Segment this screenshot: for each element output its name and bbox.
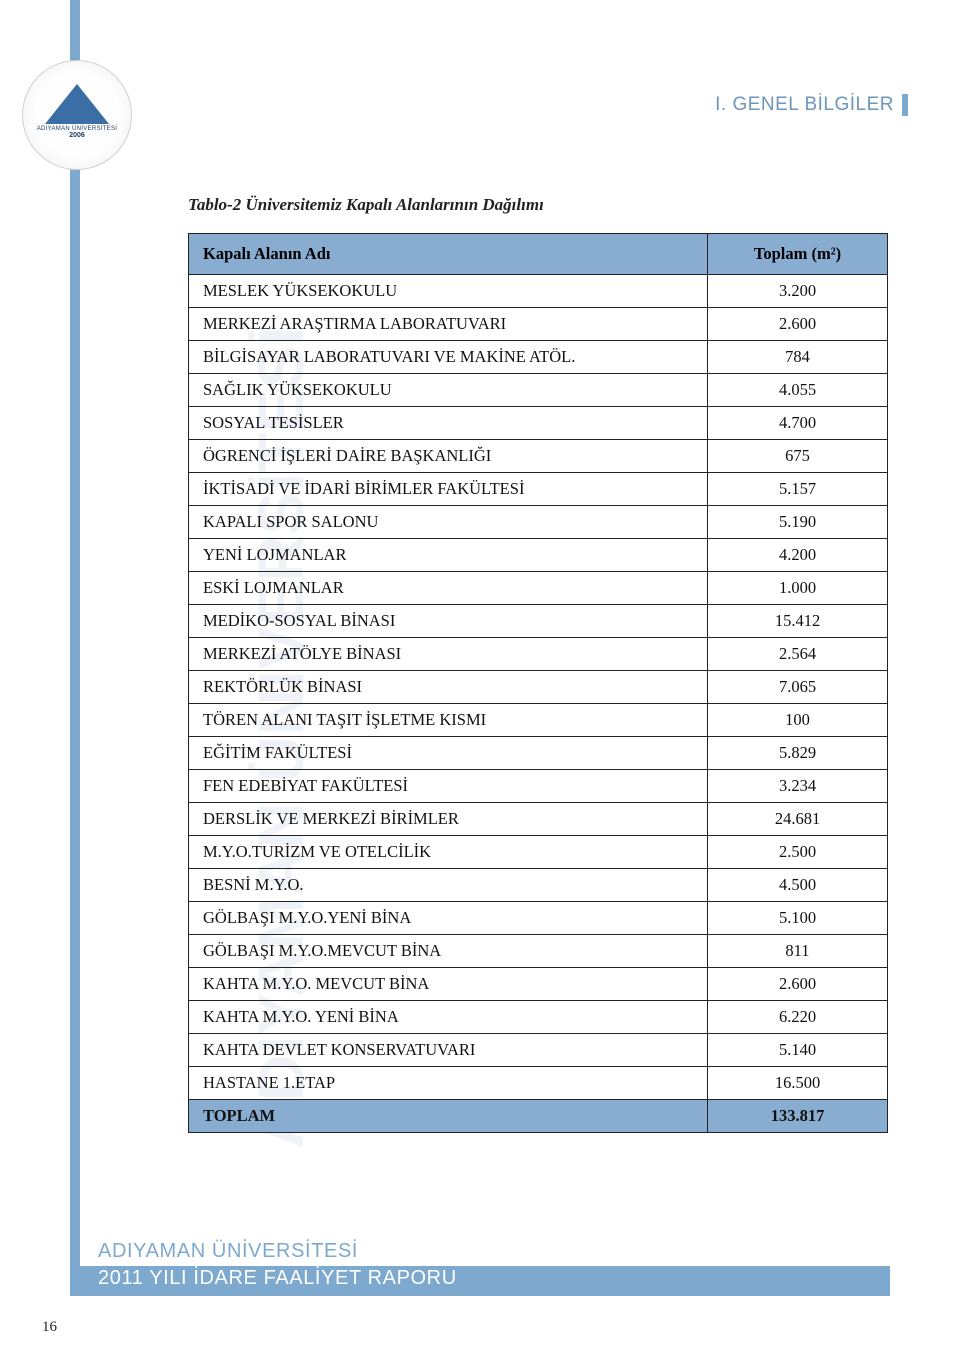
cell-name: BİLGİSAYAR LABORATUVARI VE MAKİNE ATÖL. [189,341,708,374]
cell-name: DERSLİK VE MERKEZİ BİRİMLER [189,803,708,836]
cell-name: KAHTA M.Y.O. MEVCUT BİNA [189,968,708,1001]
cell-name: FEN EDEBİYAT FAKÜLTESİ [189,770,708,803]
cell-name: TÖREN ALANI TAŞIT İŞLETME KISMI [189,704,708,737]
cell-value: 3.234 [708,770,888,803]
cell-value: 5.829 [708,737,888,770]
cell-name: M.Y.O.TURİZM VE OTELCİLİK [189,836,708,869]
cell-value: 4.200 [708,539,888,572]
cell-name: YENİ LOJMANLAR [189,539,708,572]
table-row: EĞİTİM FAKÜLTESİ5.829 [189,737,888,770]
cell-name: İKTİSADİ VE İDARİ BİRİMLER FAKÜLTESİ [189,473,708,506]
cell-value: 5.100 [708,902,888,935]
table-row: GÖLBAŞI M.Y.O.YENİ BİNA5.100 [189,902,888,935]
cell-value: 5.190 [708,506,888,539]
table-row: REKTÖRLÜK BİNASI7.065 [189,671,888,704]
cell-name: MESLEK YÜKSEKOKULU [189,275,708,308]
section-header: I. GENEL BİLGİLER [715,94,908,116]
total-value: 133.817 [708,1100,888,1133]
section-bar-icon [902,94,908,116]
cell-value: 2.600 [708,968,888,1001]
cell-name: ESKİ LOJMANLAR [189,572,708,605]
cell-value: 100 [708,704,888,737]
cell-name: SAĞLIK YÜKSEKOKULU [189,374,708,407]
cell-value: 15.412 [708,605,888,638]
area-table: Kapalı Alanın Adı Toplam (m²) MESLEK YÜK… [188,233,888,1133]
table-total-row: TOPLAM133.817 [189,1100,888,1133]
table-caption: Tablo-2 Üniversitemiz Kapalı Alanlarının… [188,195,888,215]
table-row: KAHTA DEVLET KONSERVATUVARI5.140 [189,1034,888,1067]
table-row: İKTİSADİ VE İDARİ BİRİMLER FAKÜLTESİ5.15… [189,473,888,506]
university-logo: ADIYAMAN ÜNİVERSİTESİ 2006 [22,60,132,170]
logo-year: 2006 [69,132,85,139]
cell-value: 5.157 [708,473,888,506]
cell-name: MEDİKO-SOSYAL BİNASI [189,605,708,638]
cell-name: KAHTA DEVLET KONSERVATUVARI [189,1034,708,1067]
cell-name: REKTÖRLÜK BİNASI [189,671,708,704]
cell-name: KAHTA M.Y.O. YENİ BİNA [189,1001,708,1034]
footer-line2: 2011 YILI İDARE FAALİYET RAPORU [98,1265,457,1292]
cell-name: MERKEZİ ATÖLYE BİNASI [189,638,708,671]
table-row: BİLGİSAYAR LABORATUVARI VE MAKİNE ATÖL.7… [189,341,888,374]
table-row: KAHTA M.Y.O. MEVCUT BİNA2.600 [189,968,888,1001]
table-row: MERKEZİ ATÖLYE BİNASI2.564 [189,638,888,671]
page-number: 16 [42,1319,57,1336]
cell-value: 7.065 [708,671,888,704]
table-row: BESNİ M.Y.O.4.500 [189,869,888,902]
cell-value: 4.700 [708,407,888,440]
logo-mountain-icon [45,84,109,124]
cell-name: SOSYAL TESİSLER [189,407,708,440]
cell-value: 24.681 [708,803,888,836]
cell-value: 3.200 [708,275,888,308]
cell-name: GÖLBAŞI M.Y.O.MEVCUT BİNA [189,935,708,968]
table-row: TÖREN ALANI TAŞIT İŞLETME KISMI100 [189,704,888,737]
cell-value: 2.500 [708,836,888,869]
table-row: KAHTA M.Y.O. YENİ BİNA6.220 [189,1001,888,1034]
cell-value: 675 [708,440,888,473]
table-row: FEN EDEBİYAT FAKÜLTESİ3.234 [189,770,888,803]
table-row: DERSLİK VE MERKEZİ BİRİMLER24.681 [189,803,888,836]
total-label: TOPLAM [189,1100,708,1133]
cell-value: 4.500 [708,869,888,902]
table-row: MEDİKO-SOSYAL BİNASI15.412 [189,605,888,638]
cell-value: 5.140 [708,1034,888,1067]
col-header-name: Kapalı Alanın Adı [189,234,708,275]
cell-name: BESNİ M.Y.O. [189,869,708,902]
footer-titles: ADIYAMAN ÜNİVERSİTESİ 2011 YILI İDARE FA… [98,1238,457,1292]
table-row: ESKİ LOJMANLAR1.000 [189,572,888,605]
main-content: Tablo-2 Üniversitemiz Kapalı Alanlarının… [188,195,888,1133]
table-row: SOSYAL TESİSLER4.700 [189,407,888,440]
footer-line1: ADIYAMAN ÜNİVERSİTESİ [98,1238,457,1265]
left-vertical-bar [70,0,80,1270]
table-row: KAPALI SPOR SALONU5.190 [189,506,888,539]
table-row: M.Y.O.TURİZM VE OTELCİLİK2.500 [189,836,888,869]
cell-value: 811 [708,935,888,968]
cell-value: 4.055 [708,374,888,407]
cell-value: 2.564 [708,638,888,671]
cell-name: EĞİTİM FAKÜLTESİ [189,737,708,770]
table-row: YENİ LOJMANLAR4.200 [189,539,888,572]
col-header-total: Toplam (m²) [708,234,888,275]
table-row: SAĞLIK YÜKSEKOKULU4.055 [189,374,888,407]
footer: ADIYAMAN ÜNİVERSİTESİ 2011 YILI İDARE FA… [70,1240,890,1296]
cell-value: 784 [708,341,888,374]
cell-value: 16.500 [708,1067,888,1100]
table-row: GÖLBAŞI M.Y.O.MEVCUT BİNA811 [189,935,888,968]
table-row: HASTANE 1.ETAP16.500 [189,1067,888,1100]
cell-name: HASTANE 1.ETAP [189,1067,708,1100]
cell-value: 2.600 [708,308,888,341]
table-row: MERKEZİ ARAŞTIRMA LABORATUVARI2.600 [189,308,888,341]
cell-name: ÖGRENCİ İŞLERİ DAİRE BAŞKANLIĞI [189,440,708,473]
table-row: ÖGRENCİ İŞLERİ DAİRE BAŞKANLIĞI675 [189,440,888,473]
cell-value: 6.220 [708,1001,888,1034]
cell-name: MERKEZİ ARAŞTIRMA LABORATUVARI [189,308,708,341]
section-title: I. GENEL BİLGİLER [715,94,894,116]
cell-name: GÖLBAŞI M.Y.O.YENİ BİNA [189,902,708,935]
cell-name: KAPALI SPOR SALONU [189,506,708,539]
table-row: MESLEK YÜKSEKOKULU3.200 [189,275,888,308]
cell-value: 1.000 [708,572,888,605]
